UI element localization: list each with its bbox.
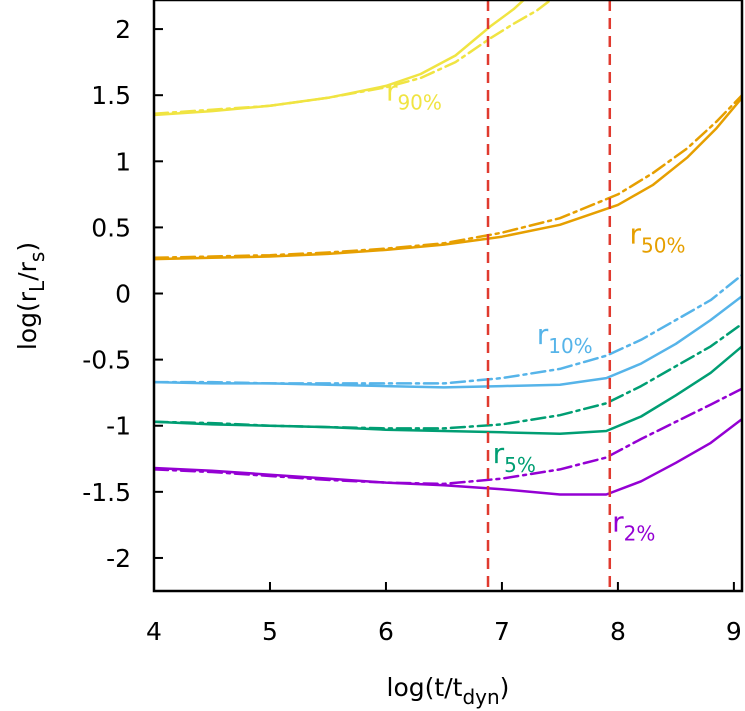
curve-label-10pct: r10% xyxy=(537,318,593,358)
y-tick-label: 1.5 xyxy=(91,81,131,110)
y-tick-label: -1.5 xyxy=(82,478,131,507)
y-tick-label: 0 xyxy=(115,280,131,309)
curve-labels: r90% r50% r10% r5% r2% xyxy=(386,74,686,545)
curve-label-2pct: r2% xyxy=(612,506,655,546)
x-axis-title: log(t/tdyn) xyxy=(387,673,510,709)
series-line-r10pct-dashdot xyxy=(154,273,742,385)
series-line-r2pct-solid xyxy=(154,417,742,496)
y-tick-label: -0.5 xyxy=(82,346,131,375)
plot-frame xyxy=(152,0,744,593)
y-tick-label: 1 xyxy=(115,147,131,176)
y-tick-label: -2 xyxy=(106,544,131,573)
x-tick-label: 7 xyxy=(494,617,510,646)
series-layer xyxy=(154,0,742,496)
series-line-r5pct-dashdot xyxy=(154,322,742,430)
series-line-r50pct-dashdot xyxy=(154,93,742,260)
curve-label-90pct: r90% xyxy=(386,74,442,114)
series-line-r50pct-solid xyxy=(154,96,742,261)
y-tick-label: 0.5 xyxy=(91,213,131,242)
x-tick-label: 6 xyxy=(378,617,394,646)
x-tick-label: 9 xyxy=(726,617,742,646)
series-line-r90pct-dashdot xyxy=(154,0,552,115)
vertical-lines xyxy=(486,0,612,591)
axis-ticks: 4 5 6 7 8 9 2 1.5 1 0.5 0 -0.5 -1 -1.5 -2 xyxy=(82,15,742,646)
series-line-r5pct-solid xyxy=(154,345,742,435)
y-axis-title: log(rL/rs) xyxy=(13,242,49,350)
x-tick-label: 4 xyxy=(146,617,162,646)
series-line-r90pct-solid xyxy=(154,0,526,117)
series-line-r2pct-dashdot xyxy=(154,387,742,486)
curve-label-5pct: r5% xyxy=(493,437,536,477)
y-tick-label: -1 xyxy=(106,412,131,441)
x-tick-label: 5 xyxy=(262,617,278,646)
series-line-r10pct-solid xyxy=(154,294,742,389)
y-tick-label: 2 xyxy=(115,15,131,44)
x-tick-label: 8 xyxy=(610,617,626,646)
curve-label-50pct: r50% xyxy=(630,217,686,257)
